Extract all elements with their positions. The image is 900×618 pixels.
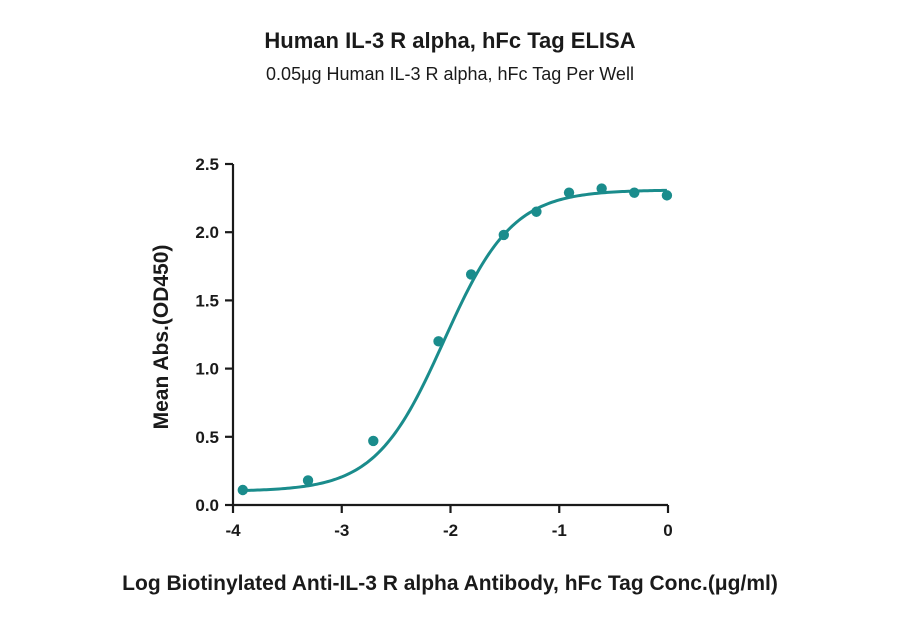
data-point xyxy=(661,190,673,201)
data-point xyxy=(531,206,542,217)
fit-curve-layer xyxy=(242,188,667,493)
axes: 0.0 0.5 1.0 1.5 2.0 2.5 -4 -3 -2 -1 0 xyxy=(195,155,672,540)
x-tick-label: -3 xyxy=(334,521,349,540)
data-points xyxy=(237,183,673,496)
data-point xyxy=(302,475,314,486)
y-tick-label: 1.5 xyxy=(195,291,219,310)
data-point xyxy=(498,229,509,241)
data-point xyxy=(368,435,379,447)
data-point xyxy=(465,269,477,280)
data-point xyxy=(433,336,444,347)
data-point xyxy=(563,187,575,198)
y-tick-label: 0.5 xyxy=(195,428,219,447)
x-tick-label: -4 xyxy=(225,521,241,540)
x-tick-label: 0 xyxy=(663,521,672,540)
fit-curve xyxy=(242,188,667,493)
y-tick-label: 0.0 xyxy=(195,496,219,515)
chart-subtitle: 0.05μg Human IL-3 R alpha, hFc Tag Per W… xyxy=(266,64,634,84)
y-tick-label: 2.5 xyxy=(195,155,219,174)
y-tick-label: 1.0 xyxy=(195,360,219,379)
chart-title: Human IL-3 R alpha, hFc Tag ELISA xyxy=(264,28,636,53)
y-tick-label: 2.0 xyxy=(195,223,219,242)
data-point xyxy=(596,183,607,194)
data-point xyxy=(237,484,248,496)
x-tick-label: -2 xyxy=(443,521,458,540)
data-point xyxy=(629,187,640,198)
x-axis-title: Log Biotinylated Anti-IL-3 R alpha Antib… xyxy=(122,572,778,595)
y-axis-title: Mean Abs.(OD450) xyxy=(150,245,173,430)
x-tick-label: -1 xyxy=(552,521,567,540)
